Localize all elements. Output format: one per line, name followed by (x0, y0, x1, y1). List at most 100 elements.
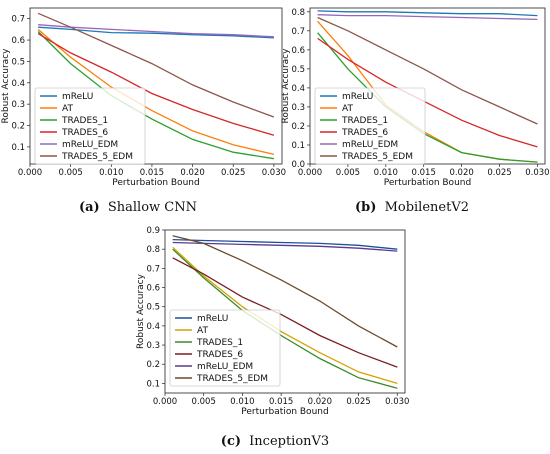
chart-a-legend-label-2: TRADES_1 (61, 116, 108, 126)
chart-a-series-line-1 (37, 28, 275, 156)
chart-a-ytick-label: 0.5 (11, 57, 25, 67)
chart-a-series-line-4 (38, 24, 274, 38)
chart-a-series-line-2 (37, 31, 275, 160)
chart-c-legend-label-2: TRADES_1 (196, 338, 243, 348)
caption-b-text: MobilenetV2 (385, 200, 469, 215)
chart-b-xtick-label: 0.015 (412, 168, 436, 178)
caption-c: (c) InceptionV3 (221, 434, 329, 449)
chart-c-xtick-label: 0.020 (308, 397, 332, 407)
chart-a-xtick-label: 0.000 (18, 168, 42, 178)
chart-b-ytick-label: 0.2 (291, 122, 305, 132)
caption-a-text: Shallow CNN (108, 200, 197, 215)
chart-c-ytick-label: 0.9 (146, 226, 160, 236)
chart-b-legend-label-1: AT (342, 104, 353, 114)
chart-a-xlabel: Perturbation Bound (112, 178, 199, 188)
chart-a-xtick-label: 0.030 (262, 168, 286, 178)
chart-b-xtick-label: 0.000 (298, 168, 322, 178)
caption-c-text: InceptionV3 (249, 434, 329, 449)
caption-a: (a) Shallow CNN (79, 200, 197, 215)
chart-a-ytick-label: 0.1 (11, 143, 25, 153)
chart-b-xtick-label: 0.025 (487, 168, 511, 178)
chart-b-ytick-label: 0.5 (291, 65, 305, 75)
chart-c-legend-label-0: mReLU (197, 314, 228, 324)
chart-c-xtick-label: 0.005 (192, 397, 216, 407)
chart-c-legend-label-1: AT (197, 326, 208, 336)
chart-b-ytick-label: 0.6 (291, 46, 305, 56)
chart-b-series-line-5 (317, 16, 538, 125)
chart-a-ytick-label: 0.6 (11, 36, 25, 46)
chart-c-xtick-label: 0.030 (385, 397, 409, 407)
chart-b-xtick-label: 0.020 (449, 168, 473, 178)
chart-a-xtick-label: 0.005 (58, 168, 82, 178)
chart-b-ytick-label: 0.1 (291, 141, 305, 151)
chart-a-ylabel: Robust Accuracy (1, 48, 11, 124)
chart-c-xtick-label: 0.010 (230, 397, 254, 407)
chart-c-ytick-label: 0.4 (146, 322, 160, 332)
chart-a-legend-box (34, 87, 146, 165)
chart-b-series-line-4 (317, 14, 538, 21)
caption-c-letter: (c) (221, 434, 241, 449)
chart-c-legend-box (169, 309, 281, 387)
chart-b-legend-label-3: TRADES_6 (341, 128, 388, 138)
chart-a-series-line-5 (37, 12, 275, 118)
chart-c-series-line-5 (172, 235, 398, 348)
chart-a-ytick-label: 0.7 (11, 15, 25, 25)
chart-a-series-line-0 (38, 26, 274, 39)
chart-shallow-cnn: 0.000 0.005 0.010 0.015 0.020 0.025 0.030 0.1 0.… (1, 7, 286, 188)
chart-b-legend-label-4: mReLU_EDM (342, 140, 398, 150)
chart-c-series-line-0 (172, 238, 398, 250)
chart-b-legend-label-0: mReLU (342, 92, 373, 102)
chart-c-series-line-1 (172, 246, 398, 385)
chart-c-ytick-label: 0.6 (146, 284, 160, 294)
chart-c-series-line-3 (172, 257, 398, 368)
chart-c-xtick-label: 0.000 (153, 397, 177, 407)
chart-b-ytick-label: 0.8 (291, 8, 305, 18)
chart-b-legend-label-2: TRADES_1 (341, 116, 388, 126)
chart-b-ytick-label: 0.0 (291, 160, 305, 170)
chart-c-xlabel: Perturbation Bound (241, 407, 328, 417)
caption-b-letter: (b) (355, 200, 376, 215)
chart-a-xtick-label: 0.025 (221, 168, 245, 178)
chart-a-plot-frame (29, 7, 283, 165)
chart-a-legend-label-4: mReLU_EDM (62, 140, 118, 150)
chart-c-legend-label-3: TRADES_6 (196, 350, 243, 360)
chart-a-series-line-3 (37, 33, 275, 136)
chart-b-ytick-label: 0.4 (291, 84, 305, 94)
chart-b-xtick-label: 0.030 (525, 168, 549, 178)
chart-c-series-line-2 (172, 248, 398, 389)
chart-a-legend-label-3: TRADES_6 (61, 128, 108, 138)
chart-a-legend-label-5: TRADES_5_EDM (61, 152, 133, 162)
chart-a-ytick-label: 0.3 (11, 100, 25, 110)
chart-a-legend-label-0: mReLU (62, 92, 93, 102)
chart-c-ytick-label: 0.5 (146, 303, 160, 313)
chart-a-ytick-label: 0.4 (11, 79, 25, 89)
chart-a-xtick-label: 0.015 (140, 168, 164, 178)
chart-c-ytick-label: 0.1 (146, 379, 160, 389)
chart-b-xtick-label: 0.005 (336, 168, 360, 178)
chart-c-ytick-label: 0.8 (146, 245, 160, 255)
chart-b-ylabel: Robust Accuracy (281, 48, 291, 124)
chart-c-ylabel: Robust Accuracy (136, 273, 146, 349)
chart-b-legend-box (314, 87, 426, 165)
chart-a-legend-label-1: AT (62, 104, 73, 114)
chart-b-series-line-0 (317, 10, 538, 17)
chart-c-ytick-label: 0.2 (146, 360, 160, 370)
chart-c-legend-label-4: mReLU_EDM (197, 362, 253, 372)
chart-b-xtick-label: 0.010 (374, 168, 398, 178)
caption-b: (b) MobilenetV2 (355, 200, 469, 215)
chart-c-legend-label-5: TRADES_5_EDM (196, 374, 268, 384)
chart-a-ytick-label: 0.2 (11, 122, 25, 132)
chart-c-plot-frame (164, 229, 406, 394)
chart-mobilenetv2: 0.000 0.005 0.010 0.015 0.020 0.025 0.030 0.0 0.… (281, 7, 550, 188)
chart-inceptionv3: 0.000 0.005 0.010 0.015 0.020 0.025 0.030 0.1 0.… (136, 226, 409, 417)
chart-c-series-line-4 (172, 241, 398, 252)
chart-c-xtick-label: 0.015 (269, 397, 293, 407)
chart-a-xtick-label: 0.020 (180, 168, 204, 178)
chart-c-xtick-label: 0.025 (346, 397, 370, 407)
chart-c-ytick-label: 0.7 (146, 264, 160, 274)
chart-b-ytick-label: 0.3 (291, 103, 305, 113)
caption-a-letter: (a) (79, 200, 100, 215)
chart-b-xlabel: Perturbation Bound (384, 178, 471, 188)
chart-b-plot-frame (309, 7, 546, 165)
